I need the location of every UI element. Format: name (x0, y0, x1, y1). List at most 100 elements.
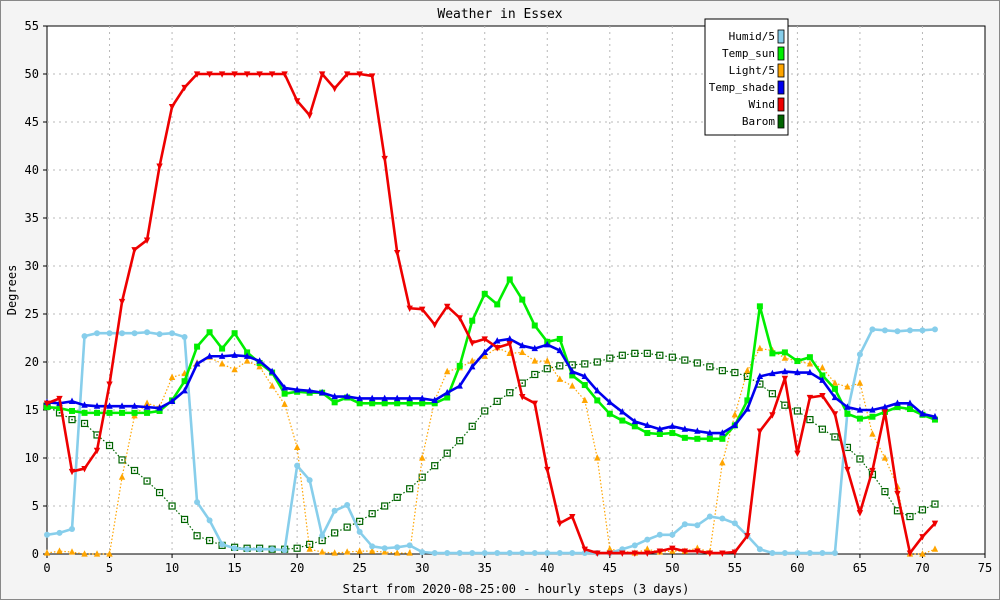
data-point-humid-5 (756, 546, 763, 553)
data-point-temp-shade (106, 402, 113, 409)
x-tick-label: 55 (728, 561, 742, 575)
data-point-temp-shade (406, 394, 413, 402)
data-point-temp-shade (143, 403, 151, 410)
data-point-temp-shade (93, 402, 101, 409)
data-point-temp-shade (581, 372, 588, 379)
data-point-light-5 (306, 545, 313, 552)
data-point-barom-dot (546, 367, 549, 370)
y-tick-label: 50 (25, 67, 39, 81)
y-axis-label: Degrees (5, 265, 19, 316)
data-point-temp-sun (556, 335, 563, 342)
legend-swatch-wind (777, 97, 785, 112)
data-point-light-5 (919, 550, 926, 557)
data-point-barom-dot (346, 526, 348, 528)
data-point-temp-sun (406, 400, 413, 407)
x-tick-label: 75 (978, 561, 992, 575)
data-point-barom-dot (746, 375, 749, 378)
data-point-humid-5 (369, 543, 376, 550)
data-point-humid-5 (294, 462, 301, 469)
data-point-wind (531, 400, 538, 408)
data-point-temp-shade (306, 387, 313, 394)
data-point-wind (869, 467, 876, 475)
data-point-humid-5 (144, 329, 151, 336)
data-point-temp-sun (794, 358, 801, 365)
data-point-barom-dot (408, 487, 411, 490)
data-point-temp-sun (494, 301, 501, 308)
data-point-temp-shade (118, 402, 126, 409)
data-point-light-5 (531, 357, 538, 364)
data-point-light-5 (56, 547, 63, 554)
data-point-light-5 (869, 430, 876, 437)
data-point-light-5 (81, 550, 88, 557)
data-point-temp-shade (256, 357, 263, 364)
data-point-temp-shade (844, 403, 851, 410)
data-point-barom-dot (183, 518, 186, 521)
data-point-wind (156, 163, 163, 170)
data-point-wind (681, 548, 689, 555)
data-point-humid-5 (269, 546, 276, 553)
data-point-temp-shade (469, 363, 476, 370)
data-point-temp-shade (681, 425, 689, 432)
data-point-temp-sun (106, 409, 113, 416)
data-point-temp-sun (119, 409, 126, 416)
data-point-humid-5 (694, 522, 701, 529)
data-point-humid-5 (894, 328, 901, 335)
data-point-humid-5 (769, 550, 776, 557)
data-point-light-5 (393, 549, 401, 556)
data-point-temp-shade (331, 392, 338, 400)
data-point-temp-shade (781, 367, 789, 375)
legend-label-temp-shade: Temp_shade (709, 81, 775, 94)
data-point-wind (93, 447, 101, 455)
data-point-temp-shade (81, 401, 88, 408)
data-point-light-5 (606, 545, 613, 552)
legend: Humid/5 Temp_sun Light/5 Temp_shade Wind Baro… (704, 18, 789, 136)
data-point-barom-dot (108, 444, 111, 447)
series-line-temp-shade (46, 337, 936, 435)
legend-swatch-temp-sun (777, 46, 785, 61)
data-point-humid-5 (219, 541, 226, 548)
data-point-humid-5 (819, 550, 826, 557)
data-point-temp-sun (181, 378, 188, 385)
data-point-wind (368, 73, 376, 80)
data-point-barom-dot (759, 383, 761, 385)
data-point-barom-dot (196, 534, 198, 537)
data-point-temp-shade (381, 394, 388, 402)
data-point-humid-5 (856, 351, 863, 358)
data-point-barom-dot (483, 410, 486, 412)
data-point-temp-shade (594, 387, 601, 394)
data-point-barom-dot (784, 404, 786, 406)
data-point-temp-sun (419, 400, 426, 407)
y-axis: 0 5 10 15 20 25 30 35 40 45 50 55 (25, 19, 47, 561)
data-point-barom-dot (596, 361, 599, 363)
data-point-wind (356, 71, 363, 78)
data-point-humid-5 (344, 502, 351, 509)
data-point-barom-dot (859, 458, 861, 460)
data-point-wind (181, 84, 188, 92)
data-point-light-5 (806, 360, 814, 367)
data-point-temp-sun (756, 303, 763, 310)
y-tick-label: 35 (25, 211, 39, 225)
data-point-temp-sun (619, 417, 626, 424)
data-point-wind (318, 71, 326, 78)
x-tick-label: 20 (290, 561, 304, 575)
data-point-temp-shade (419, 394, 426, 402)
data-point-temp-shade (869, 406, 876, 413)
data-point-humid-5 (394, 544, 401, 551)
data-point-temp-sun (394, 400, 401, 407)
data-point-temp-shade (744, 405, 751, 412)
data-point-humid-5 (281, 547, 288, 554)
y-tick-label: 15 (25, 403, 39, 417)
data-point-temp-shade (281, 384, 288, 391)
data-point-temp-shade (318, 388, 326, 396)
data-point-humid-5 (469, 550, 476, 557)
data-point-light-5 (569, 382, 576, 389)
data-point-temp-shade (431, 396, 438, 403)
data-point-light-5 (381, 548, 388, 555)
data-point-barom-dot (809, 418, 811, 421)
data-point-wind (268, 71, 276, 78)
data-point-humid-5 (169, 330, 176, 337)
data-point-barom-dot (321, 539, 323, 542)
data-point-temp-sun (669, 430, 676, 437)
data-point-light-5 (268, 382, 276, 389)
